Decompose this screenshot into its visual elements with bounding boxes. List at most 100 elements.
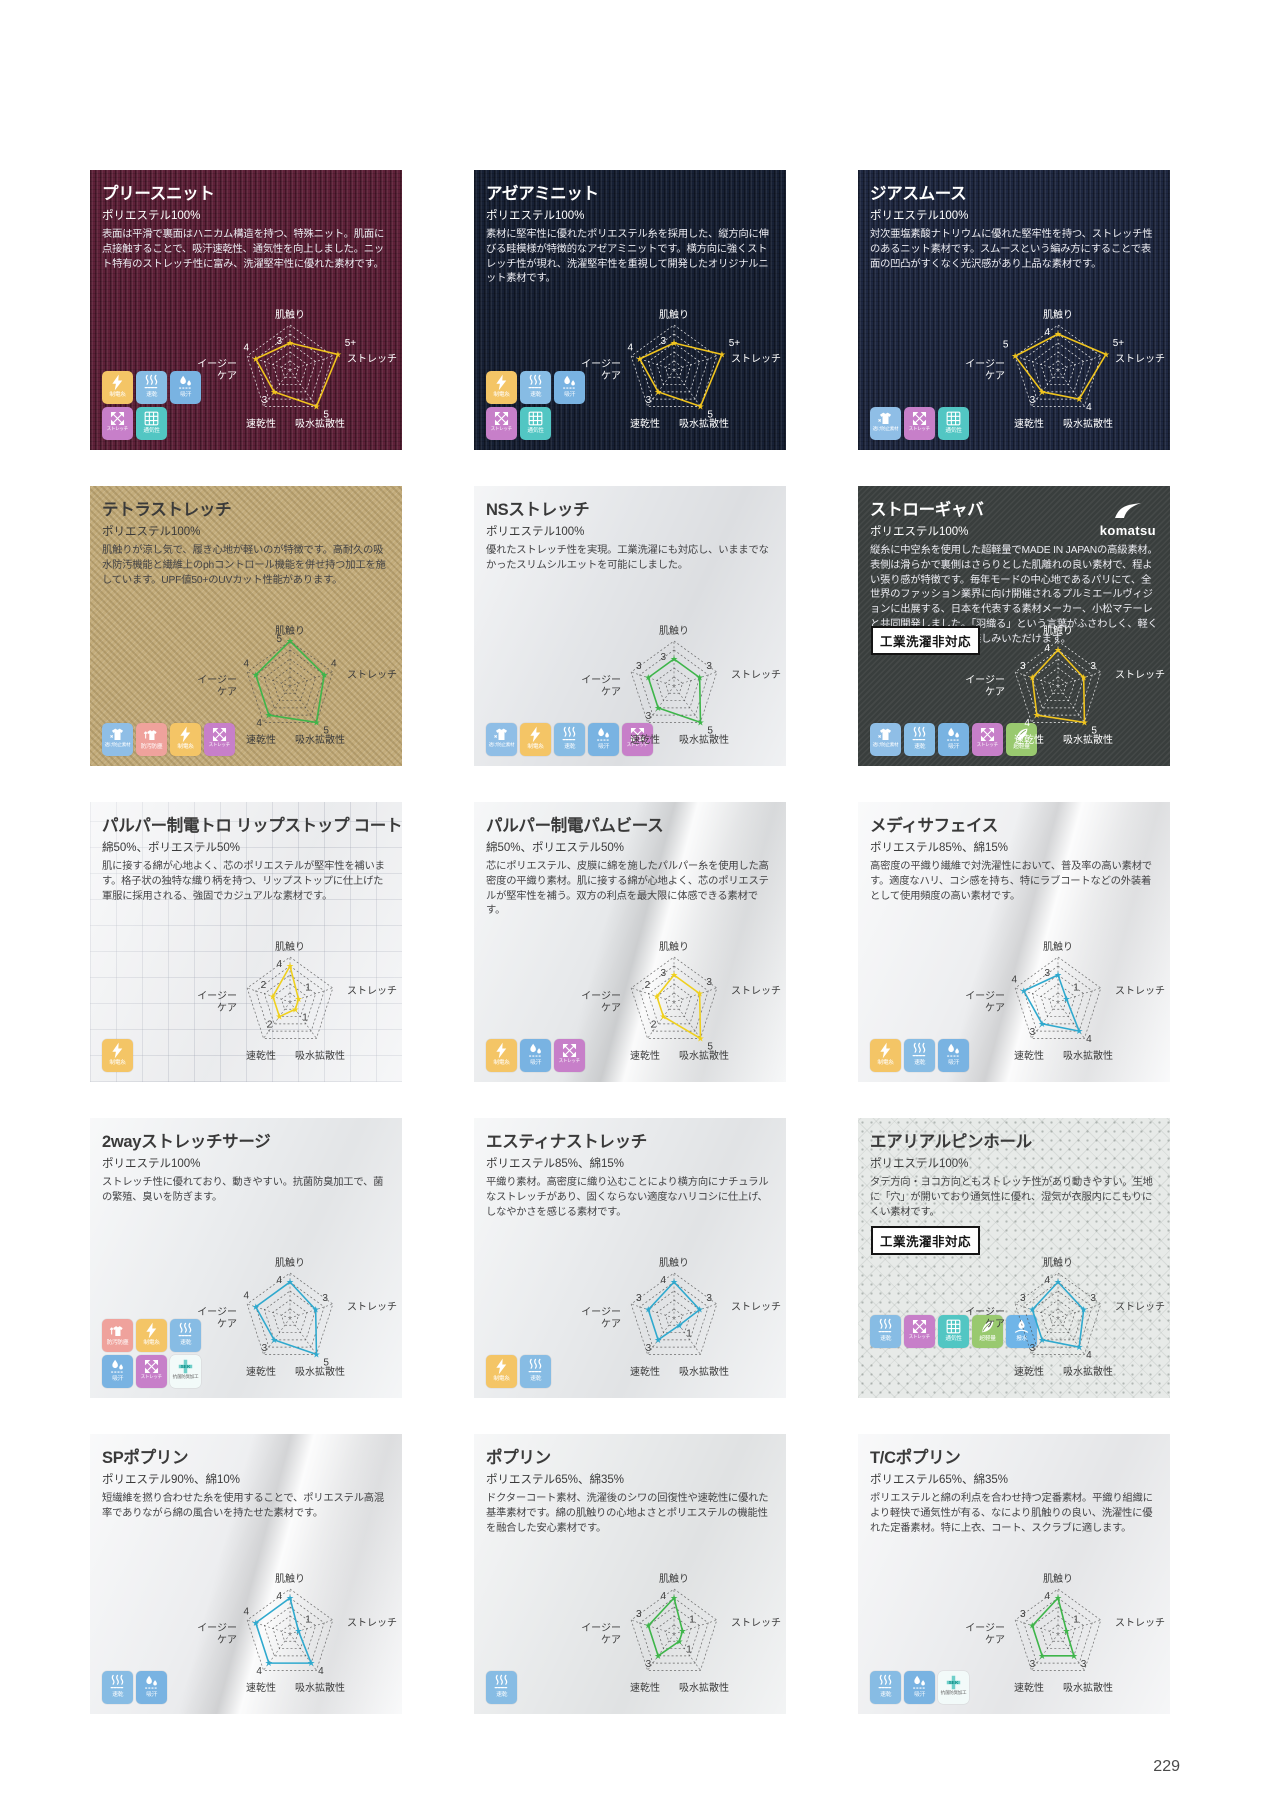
stretch-icon: ストレッチ xyxy=(102,407,133,440)
svg-text:★: ★ xyxy=(654,387,662,397)
svg-text:4: 4 xyxy=(1024,718,1030,729)
feature-icon-label: 吸汗 xyxy=(914,1692,925,1698)
steam-icon: 速乾 xyxy=(904,1039,935,1072)
svg-text:★: ★ xyxy=(696,1033,704,1043)
svg-text:ケア: ケア xyxy=(601,1634,621,1646)
fabric-title: パルパー制電パムビース xyxy=(486,817,664,835)
feature-icons: 制電糸 速乾 吸汗 ストレッチ 通気性 xyxy=(102,371,201,440)
svg-text:★: ★ xyxy=(654,1335,662,1345)
sek-icon-glyph: SEK xyxy=(946,1675,961,1690)
svg-text:3: 3 xyxy=(1090,1293,1096,1304)
feature-icons: 制電糸 xyxy=(102,1039,133,1072)
fabric-description: 表面は平滑で裏面はハニカム構造を持つ、特殊ニット。肌面に点接触することで、吸汗速… xyxy=(102,229,385,270)
svg-text:★: ★ xyxy=(291,1004,299,1014)
feature-icon-label: 透け防止素材 xyxy=(872,743,899,748)
svg-text:肌触り: 肌触り xyxy=(1043,1256,1073,1269)
drops-icon-glyph xyxy=(529,1043,542,1057)
svg-text:★: ★ xyxy=(312,1305,320,1315)
svg-text:5+: 5+ xyxy=(729,338,741,349)
fabric-composition: ポリエステル100% xyxy=(870,210,969,222)
svg-text:5: 5 xyxy=(1003,340,1009,351)
fabric-title: ポプリン xyxy=(486,1449,551,1467)
svg-text:速乾性: 速乾性 xyxy=(630,1681,660,1694)
drops-icon-glyph xyxy=(111,1359,124,1373)
card-header: 2wayストレッチサージ ポリエステル100% ストレッチ性に優れており、動きや… xyxy=(90,1118,402,1206)
radar-chart: ★ ★ ★ ★ ★ 3 1 4 3 4 肌触り ストレッチ 吸水拡散性 速乾性 イージー ケア xyxy=(955,938,1170,1080)
svg-text:肌触り: 肌触り xyxy=(659,940,689,953)
svg-text:3: 3 xyxy=(660,336,666,347)
svg-text:イージー: イージー xyxy=(581,991,621,1002)
svg-text:★: ★ xyxy=(696,717,704,727)
page-number: 229 xyxy=(1153,1758,1180,1775)
vent-icon-glyph xyxy=(528,411,543,426)
svg-text:4: 4 xyxy=(627,342,633,353)
fabric-description: 高密度の平織り繊維で対洗濯性において、普及率の高い素材です。適度なハリ、コシ感を… xyxy=(870,861,1152,902)
svg-text:4: 4 xyxy=(660,1275,666,1286)
svg-text:★: ★ xyxy=(675,1636,683,1646)
feature-icon-label: 抗菌防臭加工 xyxy=(172,1375,199,1380)
svg-text:4: 4 xyxy=(1044,1591,1050,1602)
svg-text:ストレッチ: ストレッチ xyxy=(731,1301,781,1313)
steam-icon-glyph xyxy=(528,374,543,389)
svg-text:ケア: ケア xyxy=(601,686,621,698)
svg-text:吸水拡散性: 吸水拡散性 xyxy=(1063,1365,1113,1378)
svg-text:5: 5 xyxy=(323,409,329,420)
fabric-composition: ポリエステル65%、綿35% xyxy=(486,1474,625,1486)
fabric-composition: ポリエステル100% xyxy=(486,526,585,538)
svg-text:★: ★ xyxy=(1070,1651,1078,1661)
feature-icon-label: 速乾 xyxy=(146,392,157,398)
feature-icon-label: 透け防止素材 xyxy=(488,743,515,748)
bolt-icon: 制電糸 xyxy=(520,723,551,756)
fabric-description: 肌に接する綿が心地よく、芯のポリエステルが堅牢性を補います。格子状の独特な織り柄… xyxy=(102,861,385,902)
svg-text:5+: 5+ xyxy=(1113,338,1125,349)
vent-icon: 通気性 xyxy=(136,407,167,440)
svg-text:5: 5 xyxy=(323,725,329,736)
drops-icon: 吸汗 xyxy=(938,1039,969,1072)
svg-text:3: 3 xyxy=(636,1609,642,1620)
svg-text:肌触り: 肌触り xyxy=(275,308,305,321)
card-header: エアリアルピンホール ポリエステル100% タテ方向・ヨコ方向ともストレッチ性が… xyxy=(858,1118,1170,1220)
svg-text:★: ★ xyxy=(1033,710,1041,720)
svg-text:速乾性: 速乾性 xyxy=(1014,733,1044,746)
steam-icon: 速乾 xyxy=(136,371,167,404)
svg-text:5: 5 xyxy=(707,1041,713,1052)
steam-icon: 速乾 xyxy=(904,723,935,756)
svg-text:★: ★ xyxy=(670,1593,678,1603)
stain-icon: 防汚防塵 xyxy=(102,1319,133,1352)
svg-text:吸水拡散性: 吸水拡散性 xyxy=(295,1049,345,1062)
svg-text:吸水拡散性: 吸水拡散性 xyxy=(1063,1681,1113,1694)
vent-icon: 通気性 xyxy=(520,407,551,440)
feature-icon-label: ストレッチ xyxy=(908,427,931,432)
svg-text:肌触り: 肌触り xyxy=(1043,1572,1073,1585)
sheer-icon-glyph xyxy=(878,728,892,741)
svg-text:ストレッチ: ストレッチ xyxy=(731,353,781,365)
radar-chart: ★ ★ ★ ★ ★ 4 1 4 4 4 肌触り ストレッチ 吸水拡散性 速乾性 イージー ケア xyxy=(187,1570,402,1712)
svg-text:★: ★ xyxy=(644,673,652,683)
svg-text:吸水拡散性: 吸水拡散性 xyxy=(1063,417,1113,430)
svg-text:肌触り: 肌触り xyxy=(275,1572,305,1585)
svg-text:ストレッチ: ストレッチ xyxy=(1115,1617,1165,1629)
svg-text:3: 3 xyxy=(1030,1027,1036,1038)
fabric-card-3: ジアスムース ポリエステル100% 対次亜塩素酸ナトリウムに優れた堅牢性を持つ、… xyxy=(858,170,1170,450)
fabric-title: メディサフェイス xyxy=(870,817,998,835)
svg-text:肌触り: 肌触り xyxy=(1043,308,1073,321)
fabric-title: SPポプリン xyxy=(102,1449,189,1467)
svg-text:ケア: ケア xyxy=(217,1634,237,1646)
svg-text:★: ★ xyxy=(696,989,704,999)
feature-icon-label: 制電糸 xyxy=(877,1060,894,1066)
drops-icon-glyph xyxy=(179,375,192,389)
feature-icon-label: 防汚防塵 xyxy=(106,1340,129,1346)
light-icon: 超軽量 xyxy=(972,1315,1003,1348)
svg-text:★: ★ xyxy=(1075,394,1083,404)
svg-text:吸水拡散性: 吸水拡散性 xyxy=(679,733,729,746)
svg-text:3: 3 xyxy=(262,1343,268,1354)
svg-text:吸水拡散性: 吸水拡散性 xyxy=(1063,1049,1113,1062)
fabric-card-7: パルパー制電トロ リップストップ コート 綿50%、ポリエステル50% 肌に接す… xyxy=(90,802,402,1082)
feature-icons: 透け防止素材 防汚防塵 制電糸 ストレッチ xyxy=(102,723,235,756)
industrial-wash-badge: 工業洗濯非対応 xyxy=(871,1226,981,1255)
fabric-title: ジアスムース xyxy=(870,185,967,203)
